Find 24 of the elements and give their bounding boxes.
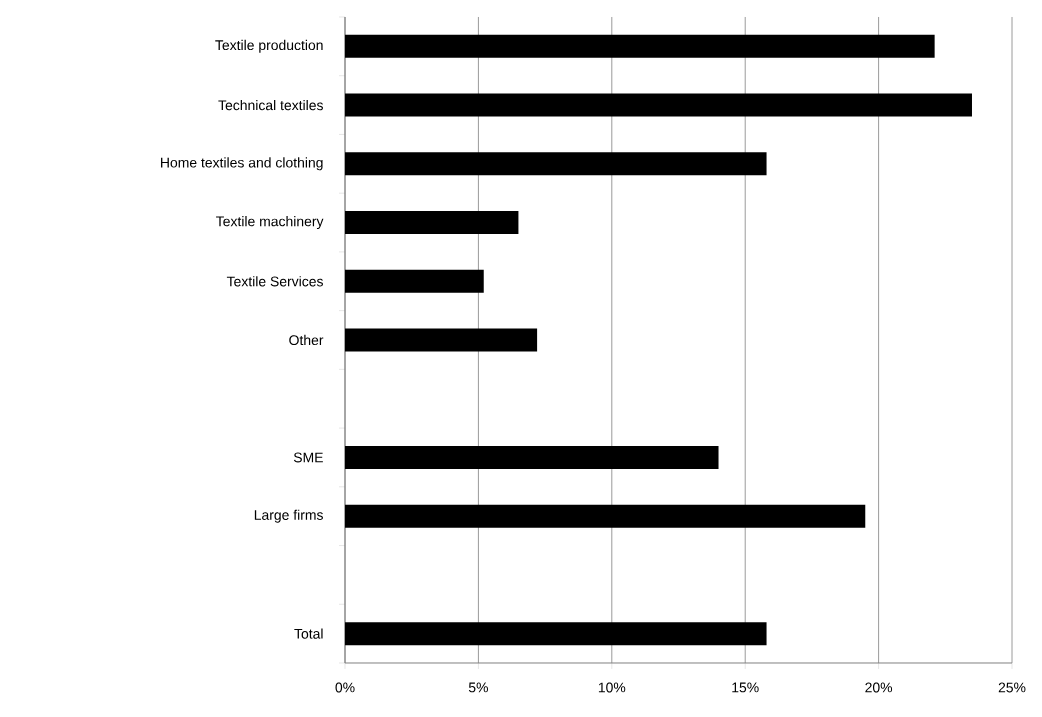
bar bbox=[345, 152, 767, 176]
y-tick-label: Home textiles and clothing bbox=[161, 157, 323, 171]
x-tick-label: 15% bbox=[732, 682, 759, 693]
x-tick-label: 10% bbox=[598, 682, 626, 693]
y-tick-label: SME bbox=[293, 452, 323, 463]
bar bbox=[345, 622, 767, 646]
bar bbox=[345, 211, 519, 235]
y-tick-label: Other bbox=[289, 334, 324, 346]
bar bbox=[345, 34, 935, 58]
y-tick-label: Technical textiles bbox=[218, 99, 323, 111]
bar bbox=[345, 445, 719, 469]
y-tick-label: Textile production bbox=[215, 39, 323, 53]
bar bbox=[345, 93, 972, 117]
bar bbox=[345, 328, 538, 352]
x-tick-label: 20% bbox=[865, 682, 893, 693]
bar bbox=[345, 269, 484, 293]
y-tick-label: Total bbox=[294, 628, 323, 639]
y-tick-label: Large firms bbox=[254, 509, 323, 523]
y-tick-label: Textile machinery bbox=[216, 216, 324, 230]
bar bbox=[345, 504, 866, 528]
y-tick-label: Textile Services bbox=[226, 276, 323, 287]
x-tick-label: 5% bbox=[468, 682, 488, 693]
x-tick-label: 0% bbox=[335, 682, 355, 693]
x-tick-label: 25% bbox=[998, 682, 1026, 693]
